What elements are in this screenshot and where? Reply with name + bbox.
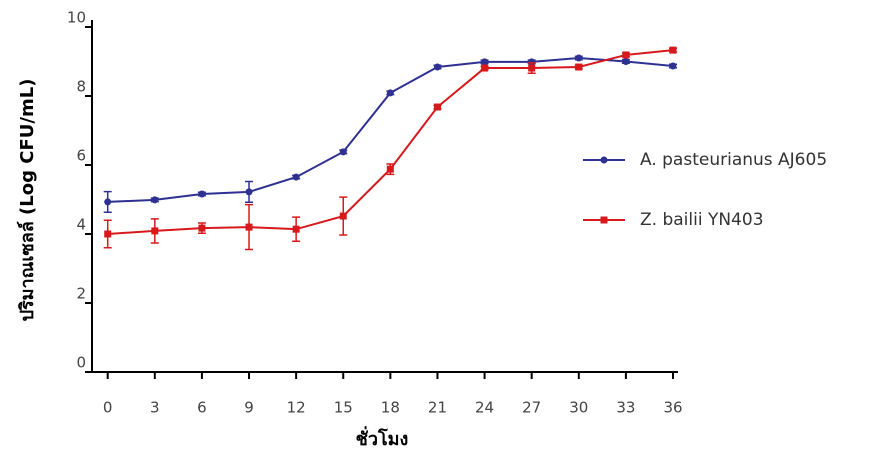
point: [245, 223, 253, 231]
x-tick-label: 27: [522, 399, 541, 417]
x-tick-label: 12: [287, 399, 306, 417]
point: [339, 148, 347, 156]
x-tick-label: 24: [475, 399, 494, 417]
point: [198, 224, 206, 232]
y-tick-label: 10: [67, 9, 86, 27]
point: [151, 227, 159, 235]
x-tick-label: 9: [244, 399, 254, 417]
point: [198, 190, 206, 198]
point: [528, 64, 536, 72]
x-tick-label: 21: [428, 399, 447, 417]
legend-marker: [600, 156, 608, 164]
point: [669, 46, 677, 54]
series-line: [107, 57, 674, 203]
point: [481, 58, 489, 66]
legend-marker: [600, 216, 608, 224]
point: [669, 62, 677, 70]
y-tick-label: 6: [76, 147, 86, 165]
point: [433, 63, 441, 71]
x-tick-label: 30: [569, 399, 588, 417]
legend-label: A. pasteurianus AJ605: [640, 150, 827, 170]
point: [386, 89, 394, 97]
series-line: [107, 49, 674, 235]
point: [292, 225, 300, 233]
point: [575, 63, 583, 71]
point: [481, 64, 489, 72]
point: [622, 58, 630, 65]
x-axis-title: ชั่วโมง: [356, 426, 409, 450]
y-tick-label: 4: [76, 216, 86, 234]
x-tick-label: 15: [334, 399, 353, 417]
point: [339, 212, 347, 220]
x-tick-label: 0: [103, 399, 113, 417]
point: [433, 103, 441, 111]
x-tick-label: 36: [663, 399, 682, 417]
y-axis-title: ปริมาณเซลล์ (Log CFU/mL): [16, 79, 38, 322]
point: [245, 188, 253, 196]
point: [104, 230, 112, 238]
point: [622, 51, 630, 59]
x-tick-label: 6: [197, 399, 207, 417]
point: [575, 54, 583, 62]
point: [151, 196, 159, 204]
x-tick-label: 33: [616, 399, 635, 417]
y-tick-label: 0: [76, 354, 86, 372]
legend-label: Z. bailii YN403: [640, 210, 764, 230]
point: [104, 198, 112, 206]
x-tick-label: 18: [381, 399, 400, 417]
y-tick-label: 8: [76, 78, 86, 96]
point: [386, 165, 394, 173]
y-tick-label: 2: [76, 285, 86, 303]
x-tick-label: 3: [150, 399, 160, 417]
point: [292, 173, 300, 181]
